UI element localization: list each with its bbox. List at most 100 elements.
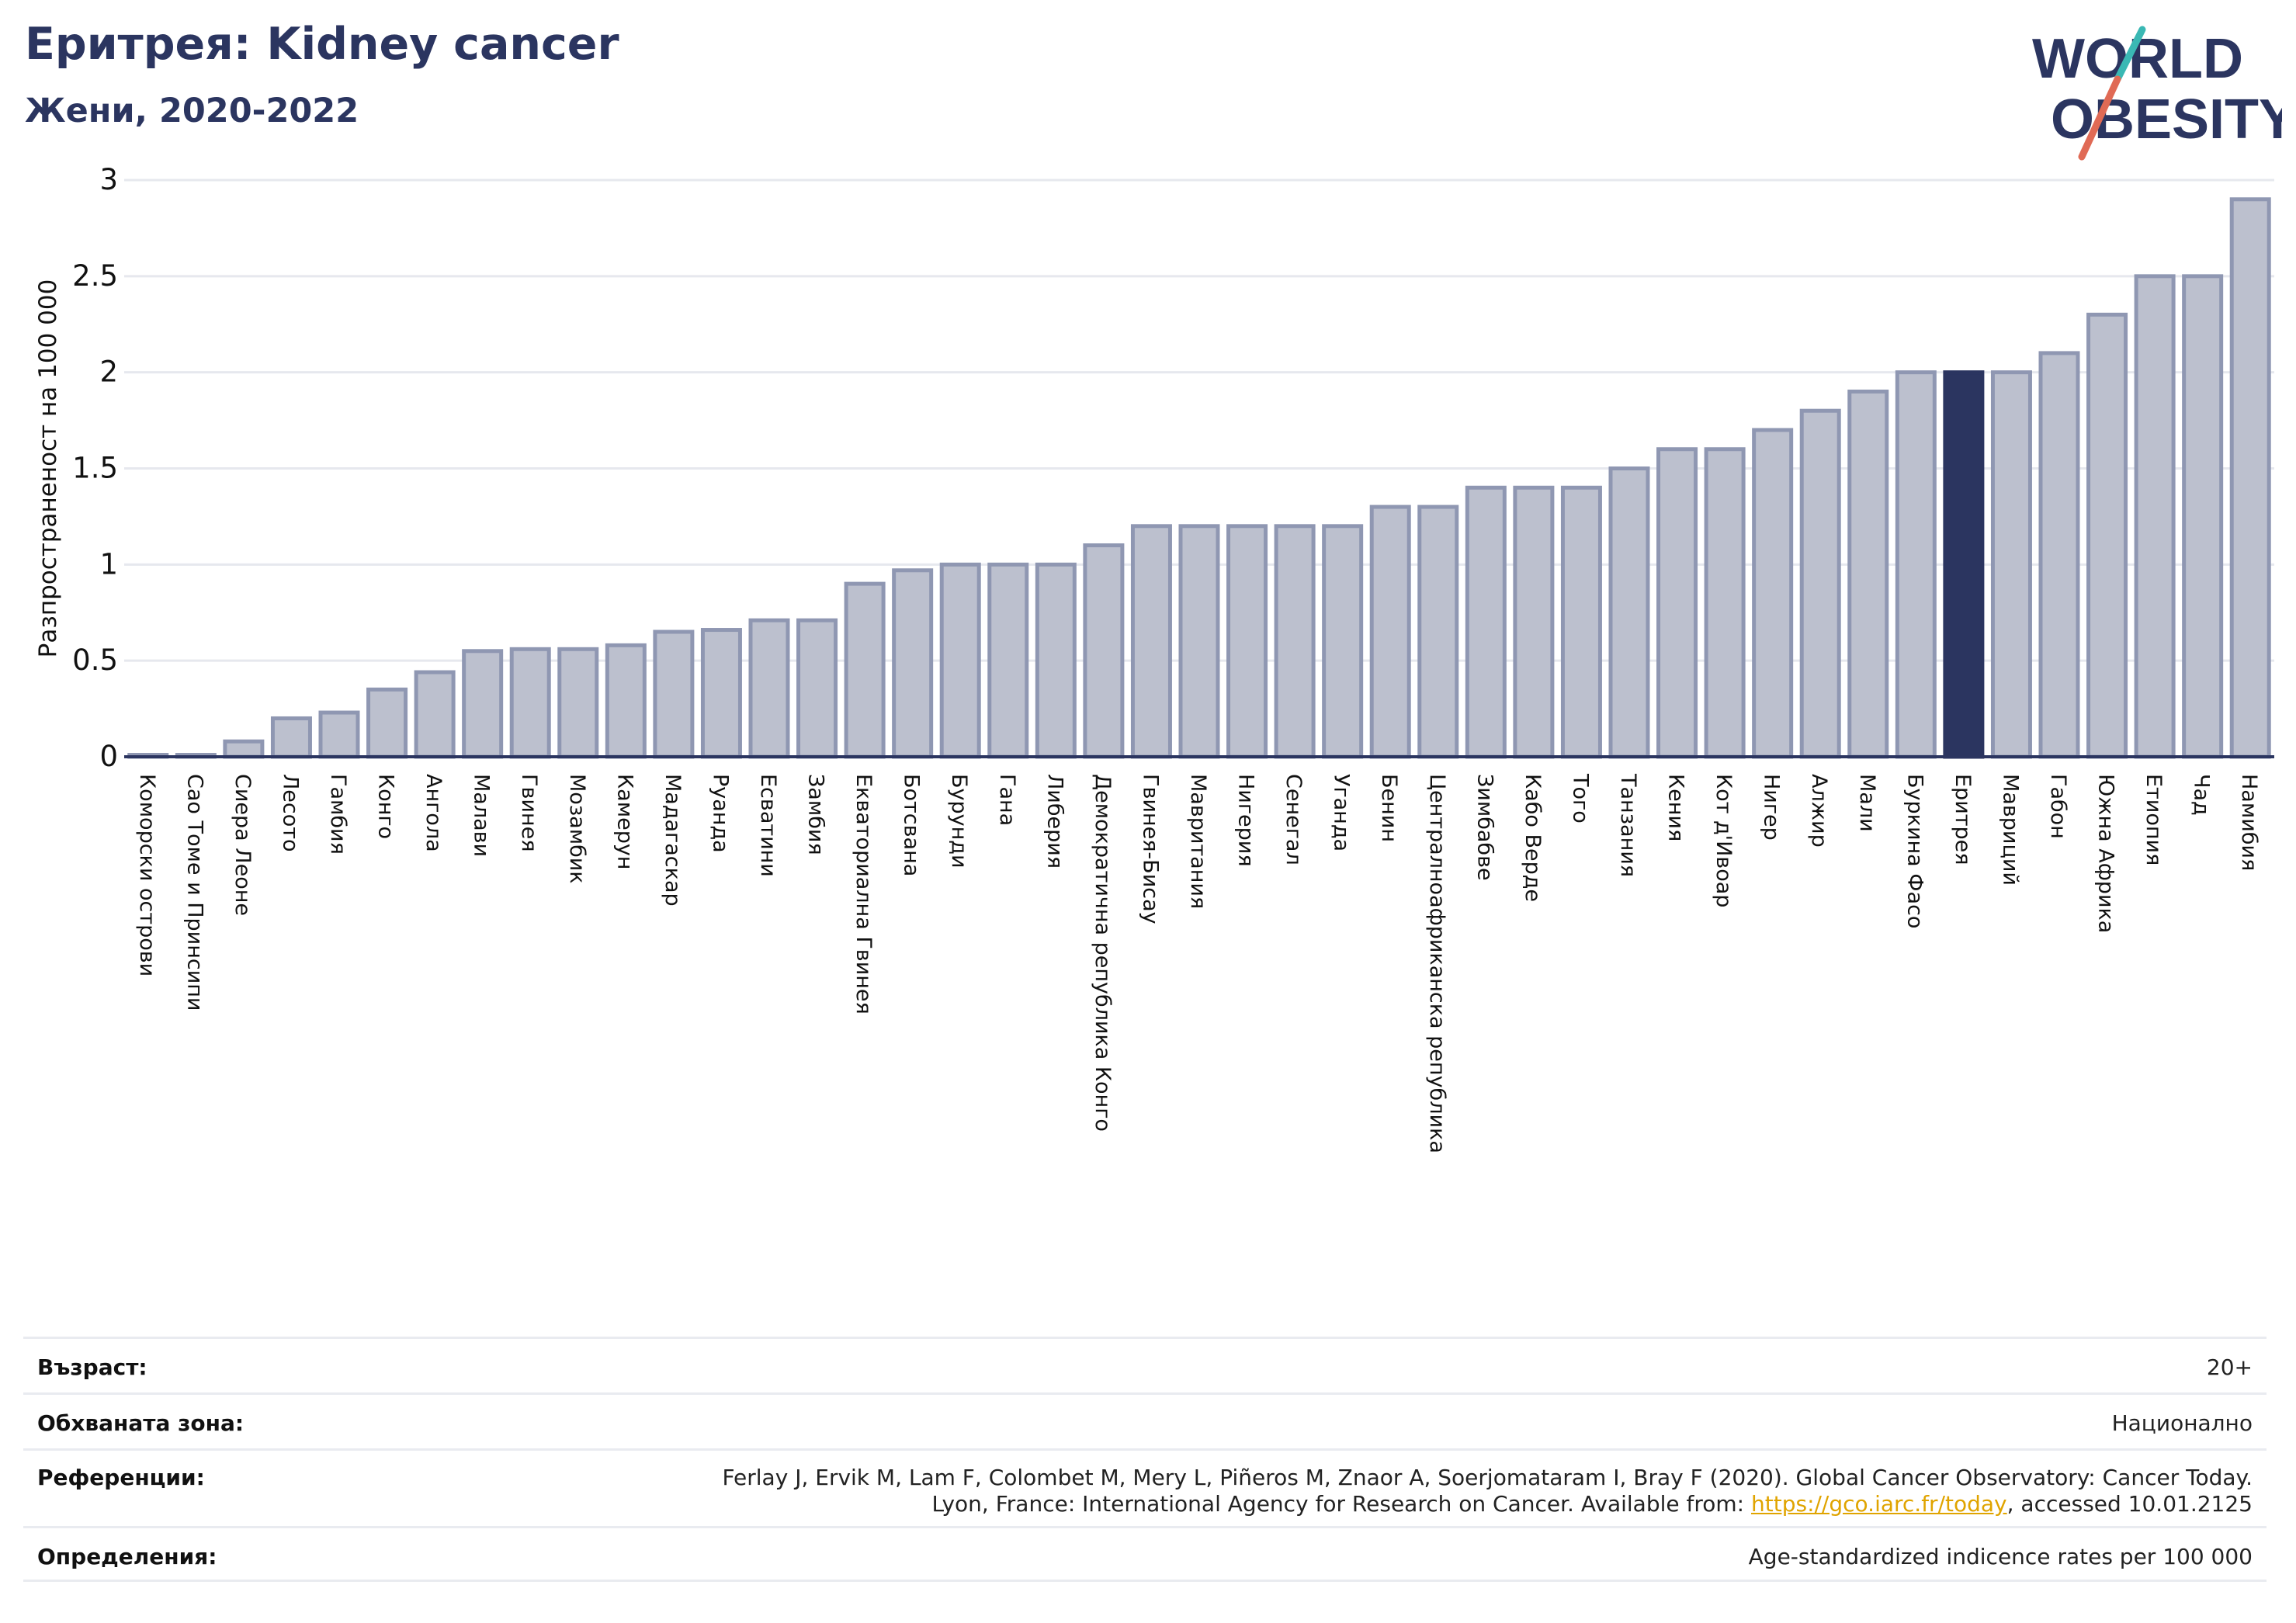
references-value: Ferlay J, Ervik M, Lam F, Colombet M, Me… xyxy=(722,1465,2253,1517)
y-tick-label: 1.5 xyxy=(72,452,118,485)
reference-line1: Ferlay J, Ervik M, Lam F, Colombet M, Me… xyxy=(722,1465,2253,1490)
x-tick-label: Замбия xyxy=(804,774,828,855)
bar xyxy=(318,710,360,759)
bar xyxy=(939,562,981,759)
bar xyxy=(1274,524,1316,759)
x-tick-label: Конго xyxy=(374,774,398,839)
x-tick-label: Буркина Фасо xyxy=(1902,774,1927,928)
x-tick-label: Нигерия xyxy=(1234,774,1258,867)
info-row-definitions: Определения: Age-standardized indicence … xyxy=(23,1526,2267,1582)
bar xyxy=(700,628,742,759)
bar xyxy=(796,618,838,759)
x-tick-label: Камерун xyxy=(612,774,636,869)
y-tick-label: 2 xyxy=(99,355,118,389)
x-tick-label: Сао Томе и Принсипи xyxy=(182,774,206,1011)
bar xyxy=(1704,447,1746,759)
x-tick-label: Ботсвана xyxy=(900,774,924,876)
x-tick-label: Коморски острови xyxy=(135,774,159,976)
x-tick-label: Мозамбик xyxy=(565,774,589,884)
bar xyxy=(1226,524,1268,759)
x-tick-label: Гамбия xyxy=(326,774,350,855)
bars xyxy=(127,197,2271,759)
reference-line2-prefix: Lyon, France: International Agency for R… xyxy=(931,1490,1751,1517)
world-obesity-logo: WORLD OBESITY xyxy=(2032,26,2282,161)
x-tick-label: Етиопия xyxy=(2142,774,2166,865)
bar xyxy=(2134,274,2176,759)
bar xyxy=(844,581,886,759)
x-tick-label: Бурунди xyxy=(947,774,971,869)
bar xyxy=(509,647,551,759)
x-tick-label: Ангола xyxy=(421,774,446,852)
bar xyxy=(748,618,790,759)
bar xyxy=(1178,524,1220,759)
bar xyxy=(892,568,934,759)
y-tick-label: 3 xyxy=(99,163,118,196)
info-row-age: Възраст: 20+ xyxy=(23,1337,2267,1392)
y-axis-ticks: 0 0.5 1 1.5 2 2.5 3 xyxy=(72,163,118,773)
logo-slash-coral xyxy=(2078,75,2121,161)
area-label: Обхваната зона: xyxy=(37,1410,245,1436)
x-tick-label: Гвинея xyxy=(517,774,541,851)
bar xyxy=(1083,543,1125,759)
reference-line2-suffix: , accessed 10.01.2125 xyxy=(2006,1490,2253,1517)
info-row-references: Референции: Ferlay J, Ervik M, Lam F, Co… xyxy=(23,1448,2267,1526)
x-tick-label: Руанда xyxy=(708,774,732,853)
x-tick-label: Танзания xyxy=(1616,773,1640,877)
bar xyxy=(1465,485,1507,759)
definitions-label: Определения: xyxy=(37,1544,217,1569)
x-tick-label: Демократична република Конго xyxy=(1091,774,1115,1132)
y-tick-label: 2.5 xyxy=(72,259,118,293)
reference-link[interactable]: https://gco.iarc.fr/today xyxy=(1751,1490,2007,1517)
x-tick-label: Алжир xyxy=(1807,774,1831,848)
x-tick-label: Лесото xyxy=(278,774,302,852)
bar-chart: 0 0.5 1 1.5 2 2.5 3 Коморски острови Сао Томе и… xyxy=(34,163,2274,1153)
x-tick-label: Того xyxy=(1568,773,1592,824)
bar xyxy=(414,670,456,759)
definitions-value: Age-standardized indicence rates per 100… xyxy=(1748,1544,2253,1569)
bar xyxy=(2086,312,2128,759)
bar xyxy=(1799,408,1841,759)
y-tick-label: 0 xyxy=(99,740,118,773)
bar xyxy=(605,643,647,759)
x-tick-label: Мали xyxy=(1855,774,1879,832)
bar xyxy=(1656,447,1698,759)
y-tick-label: 1 xyxy=(99,547,118,581)
x-tick-label: Кабо Верде xyxy=(1521,774,1545,902)
x-tick-label: Централноафриканска република xyxy=(1425,774,1449,1153)
x-tick-label: Мавритания xyxy=(1186,774,1210,909)
x-tick-label: Гана xyxy=(995,774,1019,826)
bar xyxy=(987,562,1029,759)
x-tick-label: Кот д'Ивоар xyxy=(1712,774,1736,907)
bar xyxy=(1895,370,1937,759)
bar xyxy=(2182,274,2224,759)
info-table: Възраст: 20+ Обхваната зона: Национално … xyxy=(23,1337,2267,1582)
bar xyxy=(2038,351,2080,759)
x-tick-label: Чад xyxy=(2190,774,2214,816)
chart-subtitle: Жени, 2020-2022 xyxy=(25,92,359,130)
x-axis-labels: Коморски острови Сао Томе и Принсипи Сиера… xyxy=(135,773,2261,1153)
x-tick-label: Либерия xyxy=(1042,774,1066,869)
bar xyxy=(1560,485,1602,759)
bar xyxy=(462,649,504,759)
chart-title: Еритрея: Kidney cancer xyxy=(25,19,619,70)
bar xyxy=(1035,562,1077,759)
bar xyxy=(1322,524,1364,759)
logo-slash-teal xyxy=(2114,26,2146,83)
bar xyxy=(1369,505,1411,759)
bar xyxy=(1943,370,1985,759)
bar xyxy=(1608,466,1650,759)
x-tick-label: Нигер xyxy=(1760,774,1784,841)
x-tick-label: Кения xyxy=(1664,774,1688,841)
references-label: Референции: xyxy=(37,1465,205,1490)
x-tick-label: Сиера Леоне xyxy=(231,774,255,916)
bar xyxy=(653,629,695,759)
x-tick-label: Мавриций xyxy=(1998,774,2022,886)
area-value: Национално xyxy=(2111,1410,2253,1436)
x-tick-label: Уганда xyxy=(1330,774,1354,851)
bar xyxy=(1847,389,1889,759)
y-tick-label: 0.5 xyxy=(72,643,118,677)
bar xyxy=(1513,485,1555,759)
x-tick-label: Зимбабве xyxy=(1472,774,1497,881)
x-tick-label: Мадагаскар xyxy=(661,774,685,907)
bar xyxy=(1990,370,2032,759)
